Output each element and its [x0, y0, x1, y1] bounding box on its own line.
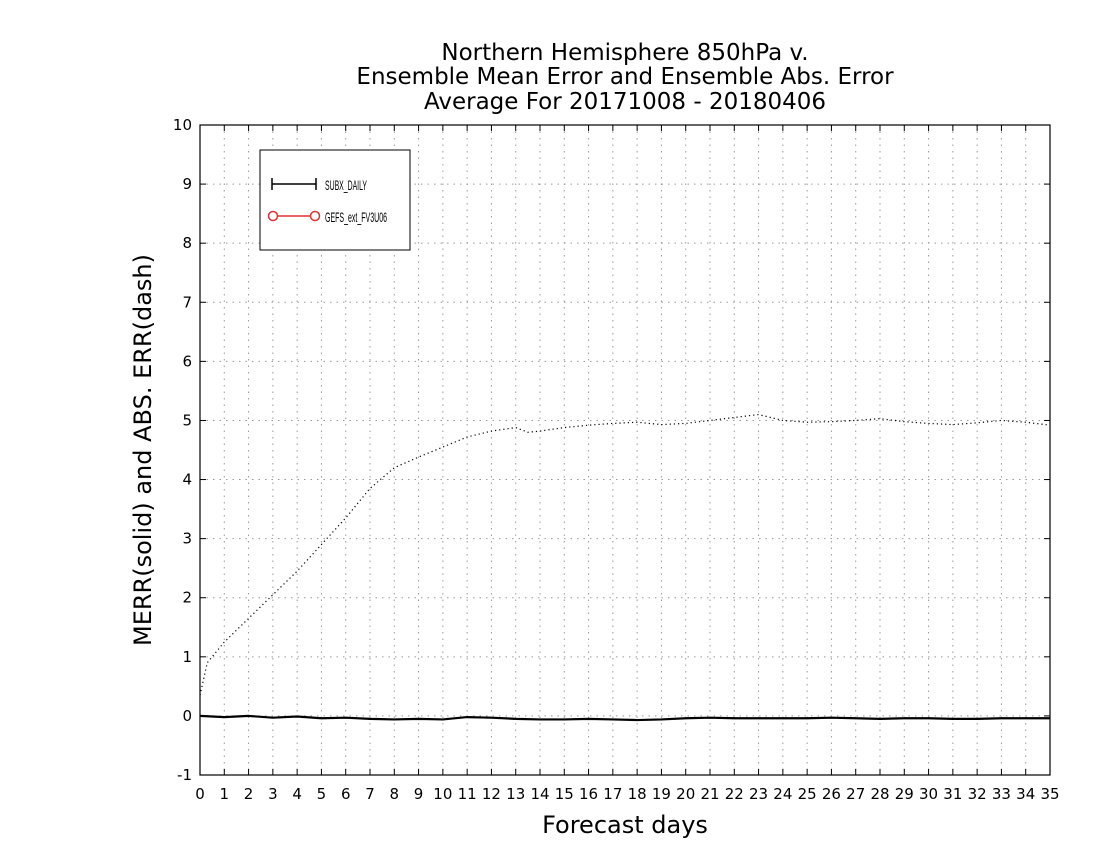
legend-marker-circle-left	[267, 210, 279, 222]
x-tick-label-14: 14	[530, 785, 549, 803]
chart-title-line-3: Average For 20171008 - 20180406	[424, 89, 826, 115]
y-tick-label-0: 0	[182, 707, 192, 725]
x-tick-label-5: 5	[317, 785, 327, 803]
x-tick-label-12: 12	[482, 785, 501, 803]
x-tick-label-28: 28	[870, 785, 889, 803]
x-tick-label-24: 24	[773, 785, 792, 803]
y-tick-label-8: 8	[182, 234, 192, 252]
chart-title-line-2: Ensemble Mean Error and Ensemble Abs. Er…	[356, 64, 894, 90]
x-tick-label-27: 27	[846, 785, 865, 803]
x-tick-label-18: 18	[628, 785, 647, 803]
x-tick-label-8: 8	[390, 785, 400, 803]
legend-entry-1: SUBX_DAILY	[271, 177, 367, 193]
x-tick-label-26: 26	[822, 785, 841, 803]
y-tick-label-10: 10	[173, 116, 192, 134]
x-tick-label-3: 3	[268, 785, 278, 803]
x-tick-label-21: 21	[700, 785, 719, 803]
y-tick-label-5: 5	[182, 411, 192, 429]
chart-title: Northern Hemisphere 850hPa v. Ensemble M…	[356, 40, 894, 115]
y-tick-label-9: 9	[182, 175, 192, 193]
y-tick-labels: -1 0 1 2 3 4 5 6 7 8 9 10	[173, 116, 192, 784]
y-tick-label-4: 4	[182, 471, 192, 489]
chart-title-line-1: Northern Hemisphere 850hPa v.	[441, 40, 808, 66]
y-tick-label-1: 1	[182, 648, 192, 666]
series-layer	[199, 413, 1051, 722]
x-tick-label-0: 0	[195, 785, 205, 803]
x-tick-label-9: 9	[414, 785, 424, 803]
x-tick-label-32: 32	[968, 785, 987, 803]
x-tick-label-34: 34	[1016, 785, 1035, 803]
x-tick-label-29: 29	[895, 785, 914, 803]
legend-box	[259, 149, 411, 251]
x-tick-label-23: 23	[749, 785, 768, 803]
x-tick-label-10: 10	[433, 785, 452, 803]
x-tick-label-33: 33	[992, 785, 1011, 803]
y-axis-label: MERR(solid) and ABS. ERR(dash)	[129, 254, 157, 646]
x-tick-label-15: 15	[555, 785, 574, 803]
x-tick-label-4: 4	[292, 785, 302, 803]
x-tick-labels: 0 1 2 3 4 5 6 7 8 9 10 11 12 13 14 15 16 17 18 19 20 21 22 23 24…	[195, 785, 1059, 803]
legend-marker-circle-right	[309, 210, 321, 222]
series-line-abs-error-dash	[199, 413, 1051, 696]
x-tick-label-16: 16	[579, 785, 598, 803]
x-tick-label-19: 19	[652, 785, 671, 803]
y-tick-label-6: 6	[182, 352, 192, 370]
x-tick-label-35: 35	[1040, 785, 1059, 803]
legend-label-1: SUBX_DAILY	[325, 177, 367, 193]
y-tick-label-3: 3	[182, 530, 192, 548]
axis-ticks	[199, 124, 1051, 776]
x-tick-label-6: 6	[341, 785, 351, 803]
y-tick-label-2: 2	[182, 589, 192, 607]
x-tick-label-17: 17	[603, 785, 622, 803]
grid	[200, 125, 1050, 775]
y-tick-label-7: 7	[182, 293, 192, 311]
x-tick-label-25: 25	[798, 785, 817, 803]
x-axis-label: Forecast days	[542, 811, 708, 839]
x-tick-label-22: 22	[725, 785, 744, 803]
x-tick-label-11: 11	[458, 785, 477, 803]
x-tick-label-1: 1	[220, 785, 230, 803]
y-tick-label--1: -1	[177, 766, 192, 784]
plot-frame	[199, 124, 1051, 776]
series-line-mean-error-solid	[199, 714, 1050, 722]
x-tick-label-31: 31	[943, 785, 962, 803]
x-tick-label-7: 7	[365, 785, 375, 803]
legend: SUBX_DAILY GEFS_ext_FV3U06	[259, 149, 411, 251]
legend-label-2: GEFS_ext_FV3U06	[325, 209, 387, 225]
x-tick-label-20: 20	[676, 785, 695, 803]
x-tick-label-30: 30	[919, 785, 938, 803]
x-tick-label-2: 2	[244, 785, 254, 803]
legend-entry-2: GEFS_ext_FV3U06	[267, 209, 387, 225]
x-tick-label-13: 13	[506, 785, 525, 803]
